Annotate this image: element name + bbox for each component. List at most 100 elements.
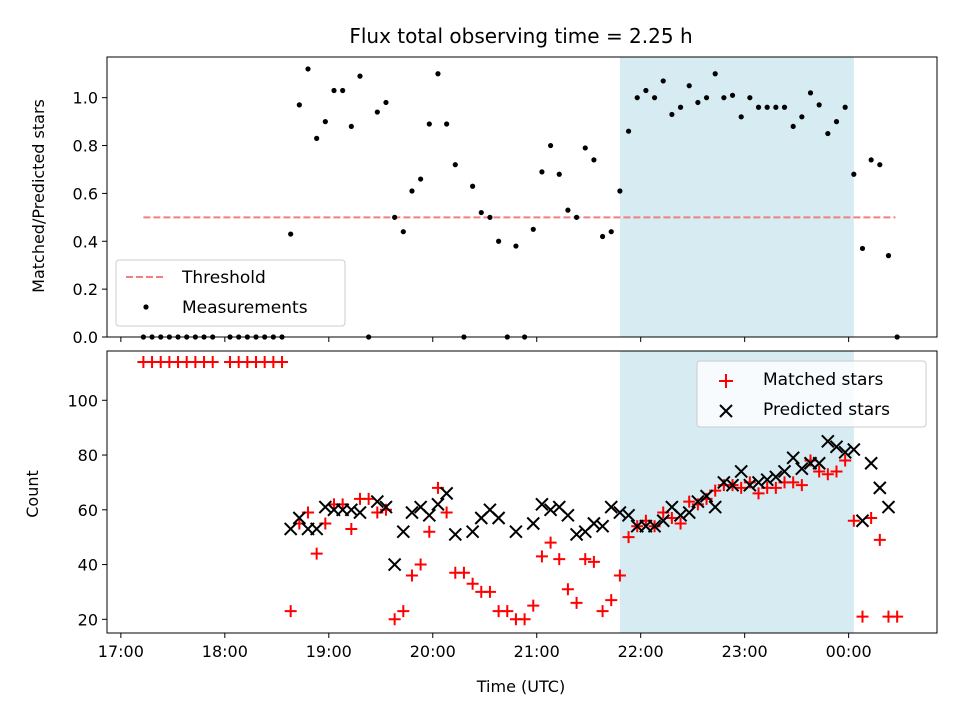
predicted-star-marker	[587, 516, 601, 531]
predicted-star-marker	[881, 500, 896, 514]
measurement-point	[331, 87, 337, 94]
measurement-point	[374, 109, 380, 115]
legend-matched-swatch	[719, 374, 733, 388]
matched-star-marker	[665, 512, 678, 525]
top-panel: 0.0 0.2 0.4 0.6 0.8 1.0 Matched/Predicted sta…	[29, 56, 938, 347]
measurement-point	[703, 95, 710, 101]
measurement-point	[651, 95, 658, 101]
bottom-legend: Matched stars Predicted stars	[696, 360, 927, 428]
measurement-point	[435, 71, 441, 77]
measurement-point	[764, 104, 770, 110]
measurement-point	[617, 188, 623, 194]
measurement-point	[686, 83, 692, 89]
measurement-point	[357, 73, 363, 79]
measurement-point	[712, 71, 718, 77]
top-ytick-label: 0.0	[73, 328, 98, 347]
measurement-point	[591, 157, 597, 163]
measurement-point	[825, 130, 831, 137]
matched-star-marker	[457, 566, 470, 579]
predicted-star-marker	[647, 519, 662, 533]
matched-star-marker	[310, 547, 323, 560]
matched-star-marker	[735, 481, 748, 494]
matched-star-marker	[587, 555, 600, 568]
legend-predicted-swatch	[719, 404, 733, 418]
measurement-point	[392, 214, 398, 220]
matched-star-marker	[813, 465, 826, 478]
measurement-point	[530, 226, 536, 232]
measurement-point	[807, 90, 814, 96]
top-y-axis-label: Matched/Predicted stars	[29, 99, 48, 293]
matched-star-marker	[397, 605, 410, 618]
bottom-axes-frame	[106, 350, 938, 634]
predicted-star-marker	[777, 464, 792, 479]
measurement-point	[322, 119, 328, 125]
predicted-star-marker	[379, 500, 393, 514]
top-ytick-label: 0.4	[73, 232, 98, 251]
predicted-star-marker	[422, 508, 437, 522]
matched-star-marker	[466, 577, 479, 590]
top-highlight-span	[619, 57, 854, 337]
matched-star-marker	[579, 553, 592, 566]
matched-star-marker	[518, 613, 531, 626]
predicted-star-marker	[543, 503, 558, 517]
matched-star-marker	[345, 522, 358, 535]
xtick-label: 18:00	[202, 642, 248, 661]
bottom-panel: 20 40 60 80 100 17:00 18:00 19:00 20:00 21:00 22:…	[23, 350, 938, 696]
predicted-star-marker	[786, 451, 800, 465]
matched-star-marker	[683, 495, 696, 508]
matched-star-marker	[821, 468, 834, 481]
matched-star-marker	[206, 355, 219, 368]
predicted-star-marker	[682, 505, 696, 520]
bottom-ytick-label: 40	[78, 556, 98, 575]
measurement-point	[634, 95, 640, 101]
xtick-label: 19:00	[306, 642, 352, 661]
measurement-point	[677, 104, 684, 110]
measurement-point	[539, 169, 545, 175]
predicted-star-marker	[613, 505, 627, 520]
predicted-star-marker	[370, 494, 385, 509]
legend-measurements-label: Measurements	[182, 298, 308, 318]
matched-star-marker	[561, 583, 574, 596]
matched-star-marker	[873, 533, 886, 546]
legend-measurements-swatch	[143, 304, 149, 310]
matched-star-marker	[596, 605, 609, 618]
matched-star-marker	[787, 476, 800, 489]
bottom-ytick-label: 100	[67, 391, 98, 410]
measurement-point	[573, 214, 580, 220]
predicted-star-marker	[751, 475, 766, 490]
predicted-star-marker	[439, 486, 454, 501]
predicted-star-marker	[725, 478, 740, 492]
measurement-point	[418, 176, 424, 182]
predicted-star-marker	[795, 462, 809, 476]
top-ytick-label: 0.6	[73, 184, 98, 203]
measurement-point	[669, 111, 675, 118]
measurement-point	[816, 102, 822, 108]
predicted-star-marker	[743, 478, 757, 492]
matched-star-marker	[527, 599, 540, 612]
predicted-star-marker	[344, 503, 359, 517]
predicted-star-marker	[717, 475, 731, 490]
matched-star-marker	[284, 605, 297, 618]
predicted-star-marker	[656, 514, 670, 528]
predicted-star-marker	[491, 511, 506, 525]
predicted-star-marker	[309, 522, 324, 536]
matched-star-marker	[856, 610, 869, 623]
predicted-star-marker	[812, 456, 826, 470]
xtick-label: 17:00	[98, 642, 144, 661]
predicted-star-marker	[847, 442, 861, 457]
chart-title: Flux total observing time = 2.25 h	[349, 24, 692, 48]
matched-star-marker	[839, 454, 852, 467]
predicted-star-marker	[292, 511, 307, 525]
matched-star-marker	[605, 594, 618, 607]
predicted-star-marker	[855, 514, 870, 528]
top-ytick-label: 0.8	[73, 137, 98, 156]
predicted-star-marker	[465, 524, 480, 539]
matched-star-marker	[535, 550, 548, 563]
predicted-star-marker	[535, 497, 549, 512]
predicted-star-marker	[864, 456, 878, 470]
measurement-point	[842, 104, 848, 110]
measurement-point	[470, 183, 476, 189]
matched-star-marker	[891, 610, 904, 623]
xtick-label: 00:00	[826, 642, 872, 661]
measurement-point	[773, 104, 779, 110]
